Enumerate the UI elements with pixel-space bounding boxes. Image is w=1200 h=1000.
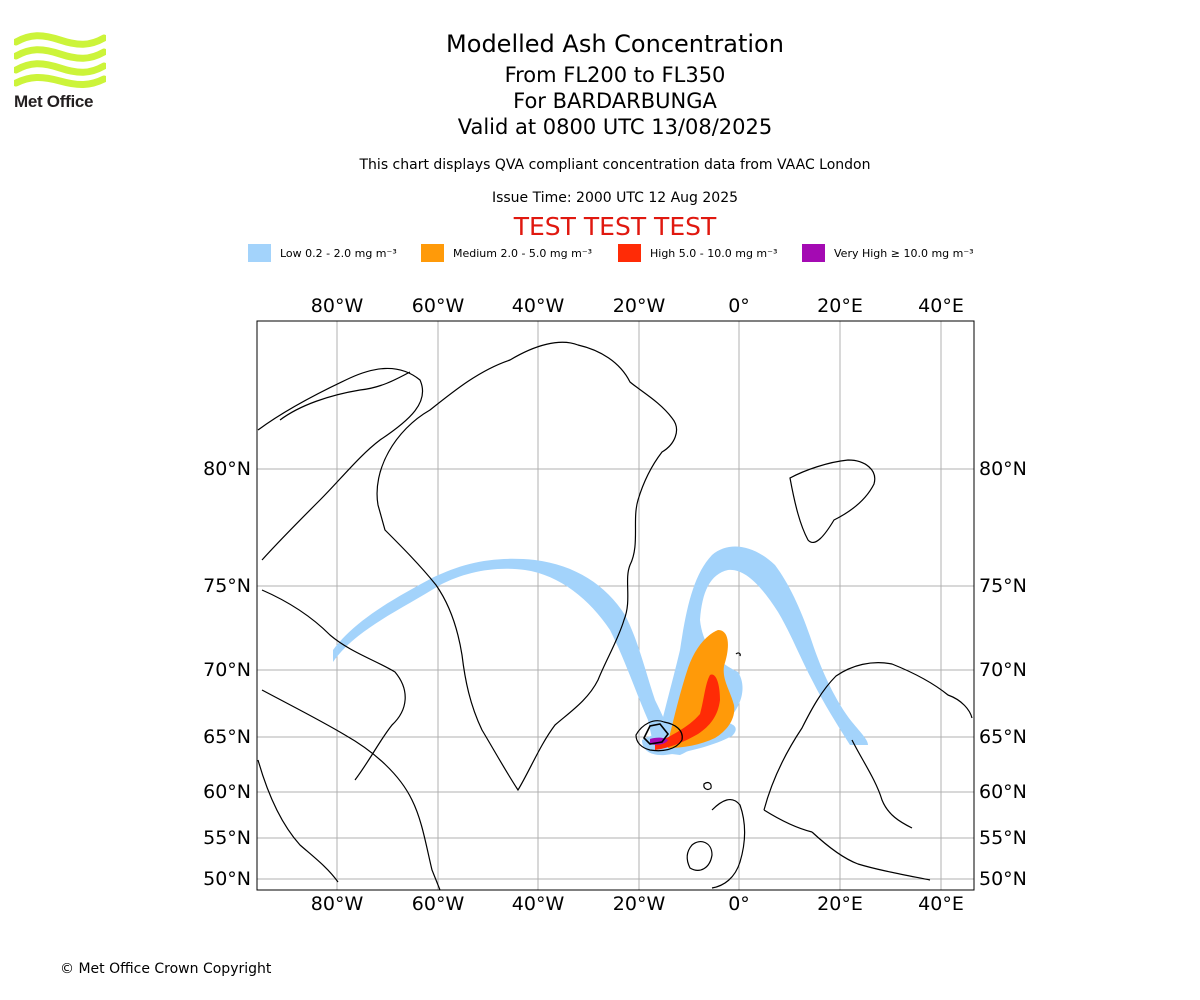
lon-label-bottom: 40°E bbox=[918, 893, 964, 915]
lon-label-top: 20°W bbox=[613, 295, 666, 317]
volcano-location-marker bbox=[643, 723, 670, 745]
met-office-logo bbox=[14, 32, 106, 88]
ash-low bbox=[333, 546, 868, 756]
coastline-jan-mayen bbox=[735, 652, 741, 657]
lat-label-left: 60°N bbox=[203, 781, 251, 803]
legend-label-high: High 5.0 - 10.0 mg m⁻³ bbox=[650, 246, 778, 260]
lat-labels-left: 80°N 75°N 70°N 65°N 60°N 55°N 50°N bbox=[203, 458, 251, 890]
legend-item-low: Low 0.2 - 2.0 mg m⁻³ bbox=[248, 244, 397, 262]
lat-labels-right: 80°N 75°N 70°N 65°N 60°N 55°N 50°N bbox=[979, 458, 1027, 890]
lat-label-left: 80°N bbox=[203, 458, 251, 480]
lat-label-right: 55°N bbox=[979, 827, 1027, 849]
logo-wave-1 bbox=[14, 32, 106, 48]
lon-label-bottom: 0° bbox=[728, 893, 750, 915]
legend-swatch-medium bbox=[421, 244, 444, 262]
lat-label-right: 70°N bbox=[979, 659, 1027, 681]
lon-label-bottom: 80°W bbox=[311, 893, 364, 915]
lon-label-top: 40°E bbox=[918, 295, 964, 317]
coastline-hudson bbox=[257, 759, 339, 883]
coastlines bbox=[257, 341, 973, 890]
ash-low-western-arc bbox=[333, 558, 680, 752]
lat-label-left: 55°N bbox=[203, 827, 251, 849]
lon-label-top: 40°W bbox=[512, 295, 565, 317]
graticule bbox=[257, 321, 974, 890]
lat-label-right: 65°N bbox=[979, 726, 1027, 748]
legend: Low 0.2 - 2.0 mg m⁻³ Medium 2.0 - 5.0 mg… bbox=[248, 244, 1008, 264]
logo-wave-4 bbox=[14, 74, 106, 88]
lat-label-left: 65°N bbox=[203, 726, 251, 748]
lon-label-bottom: 20°E bbox=[817, 893, 863, 915]
legend-item-very-high: Very High ≥ 10.0 mg m⁻³ bbox=[802, 244, 974, 262]
issue-time: Issue Time: 2000 UTC 12 Aug 2025 bbox=[491, 190, 739, 206]
legend-label-low: Low 0.2 - 2.0 mg m⁻³ bbox=[280, 246, 397, 260]
lat-label-left: 75°N bbox=[203, 575, 251, 597]
coastline-finland bbox=[851, 739, 913, 829]
logo-wave-2 bbox=[14, 46, 106, 62]
title-line-4: Valid at 0800 UTC 13/08/2025 bbox=[457, 115, 773, 139]
coastline-ireland bbox=[686, 841, 713, 871]
coastline-greenland bbox=[376, 341, 677, 792]
coastline-labrador bbox=[261, 689, 441, 890]
legend-swatch-high bbox=[618, 244, 641, 262]
title-line-3: For BARDARBUNGA bbox=[513, 89, 717, 113]
lat-label-right: 60°N bbox=[979, 781, 1027, 803]
logo-text: Met Office bbox=[14, 92, 94, 111]
lat-label-left: 50°N bbox=[203, 868, 251, 890]
lon-labels-bottom: 80°W 60°W 40°W 20°W 0° 20°E 40°E bbox=[311, 893, 964, 915]
copyright-notice: © Met Office Crown Copyright bbox=[60, 961, 272, 977]
lat-label-right: 80°N bbox=[979, 458, 1027, 480]
lon-label-top: 60°W bbox=[412, 295, 465, 317]
subtitle: This chart displays QVA compliant concen… bbox=[359, 157, 871, 173]
lon-label-top: 20°E bbox=[817, 295, 863, 317]
lon-label-bottom: 60°W bbox=[412, 893, 465, 915]
logo-wave-3 bbox=[14, 60, 106, 76]
coastline-baffin bbox=[261, 589, 406, 781]
ash-medium bbox=[668, 630, 735, 748]
coastline-iceland bbox=[635, 720, 683, 752]
lon-label-bottom: 20°W bbox=[613, 893, 666, 915]
legend-label-medium: Medium 2.0 - 5.0 mg m⁻³ bbox=[453, 246, 593, 260]
lon-label-top: 0° bbox=[728, 295, 750, 317]
title-line-2: From FL200 to FL350 bbox=[504, 63, 726, 87]
coastline-baltic bbox=[811, 831, 931, 881]
title-line-1: Modelled Ash Concentration bbox=[446, 30, 784, 58]
test-banner: TEST TEST TEST bbox=[513, 212, 717, 241]
lon-label-bottom: 40°W bbox=[512, 893, 565, 915]
coastline-svalbard bbox=[789, 459, 876, 543]
legend-swatch-low bbox=[248, 244, 271, 262]
legend-item-medium: Medium 2.0 - 5.0 mg m⁻³ bbox=[421, 244, 592, 262]
lat-label-left: 70°N bbox=[203, 659, 251, 681]
legend-label-very-high: Very High ≥ 10.0 mg m⁻³ bbox=[834, 246, 974, 260]
coastline-britain bbox=[711, 798, 746, 889]
legend-swatch-very-high bbox=[802, 244, 825, 262]
map-frame bbox=[256, 320, 975, 891]
coastline-faroes bbox=[703, 782, 712, 790]
coastline-scandinavia bbox=[763, 662, 973, 811]
coastline-ellesmere bbox=[279, 371, 411, 421]
coastline-arctic-canada bbox=[257, 367, 424, 561]
coastline-norway-west bbox=[763, 809, 813, 833]
legend-item-high: High 5.0 - 10.0 mg m⁻³ bbox=[618, 244, 777, 262]
lat-label-right: 50°N bbox=[979, 868, 1027, 890]
lon-labels-top: 80°W 60°W 40°W 20°W 0° 20°E 40°E bbox=[311, 295, 964, 317]
lon-label-top: 80°W bbox=[311, 295, 364, 317]
lat-label-right: 75°N bbox=[979, 575, 1027, 597]
